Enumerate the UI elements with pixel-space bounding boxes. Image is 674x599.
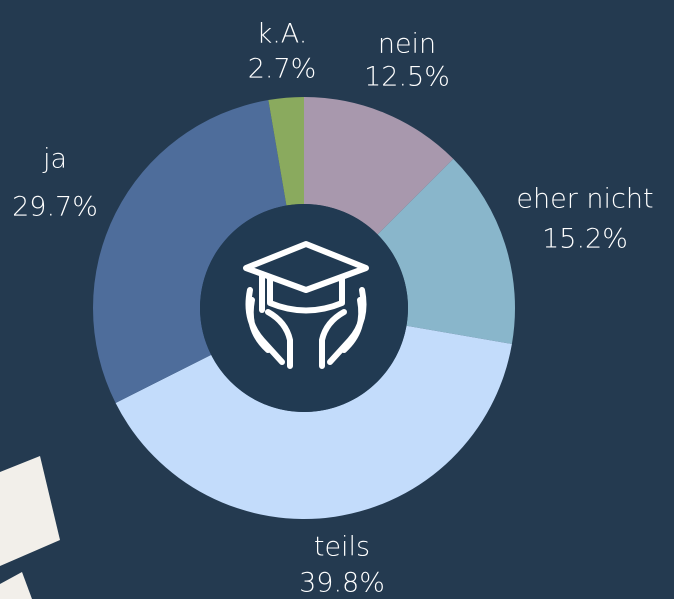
slice-value-label: 2.7% [248,54,317,85]
donut [92,97,515,520]
slice-value-label: 12.5% [364,62,450,93]
donut-slice [115,325,512,520]
slice-label: teils [314,532,370,563]
paper-decoration [0,456,60,566]
slice-label: eher nicht [516,184,653,215]
education-icon [243,241,369,369]
slice-value-label: 39.8% [299,568,385,599]
slice-label: nein [378,29,436,60]
donut-slice [92,100,287,403]
donut-slice [304,97,454,235]
slice-value-label: 15.2% [542,224,628,255]
slice-value-label: 29.7% [12,192,98,223]
slice-label: ja [42,144,67,175]
donut-slice [268,97,304,206]
donut-slice [377,158,515,344]
paper-decoration [0,572,32,599]
slice-label: k.A. [257,19,308,50]
